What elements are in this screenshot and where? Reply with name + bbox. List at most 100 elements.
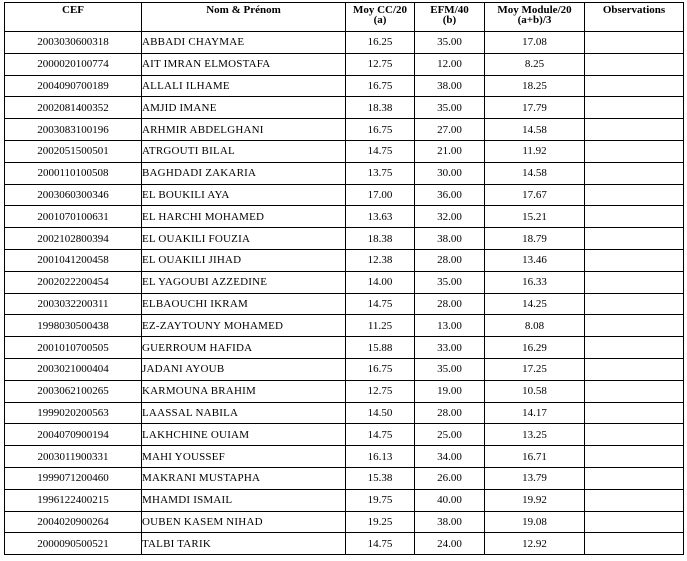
table-header: CEF Nom & Prénom Moy CC/20 (a) EFM/40 (b) … bbox=[4, 2, 684, 32]
cell-observations bbox=[584, 139, 684, 163]
cell-moy-module: 16.71 bbox=[484, 445, 585, 468]
cell-moy-cc: 13.63 bbox=[345, 205, 415, 229]
cell-efm: 30.00 bbox=[414, 161, 485, 185]
cell-observations bbox=[584, 292, 684, 316]
cell-cef: 2004020900264 bbox=[4, 510, 142, 534]
cell-moy-module: 17.25 bbox=[484, 357, 585, 381]
cell-efm: 35.00 bbox=[414, 96, 485, 120]
cell-name: ATRGOUTI BILAL bbox=[141, 139, 346, 163]
cell-cef: 2004070900194 bbox=[4, 423, 142, 447]
cell-moy-module: 14.58 bbox=[484, 161, 585, 185]
cell-observations bbox=[584, 183, 684, 207]
cell-name: EL HARCHI MOHAMED bbox=[141, 205, 346, 229]
table-row: 2003083100196 ARHMIR ABDELGHANI 16.75 27.00… bbox=[4, 118, 684, 141]
header-cc: Moy CC/20 (a) bbox=[345, 2, 415, 32]
cell-observations bbox=[584, 270, 684, 294]
table-row: 2003011900331 MAHI YOUSSEF 16.13 34.00 16.71 bbox=[4, 445, 684, 468]
cell-cef: 1998030500438 bbox=[4, 314, 142, 338]
cell-name: EL BOUKILI AYA bbox=[141, 183, 346, 207]
cell-name: ARHMIR ABDELGHANI bbox=[141, 118, 346, 141]
cell-moy-cc: 14.75 bbox=[345, 532, 415, 556]
table-row: 2001041200458 EL OUAKILI JIHAD 12.38 28.00 1… bbox=[4, 248, 684, 272]
cell-moy-cc: 12.75 bbox=[345, 52, 415, 76]
cell-cef: 1999020200563 bbox=[4, 401, 142, 425]
cell-observations bbox=[584, 423, 684, 447]
cell-name: ELBAOUCHI IKRAM bbox=[141, 292, 346, 316]
cell-efm: 36.00 bbox=[414, 183, 485, 207]
cell-efm: 33.00 bbox=[414, 336, 485, 359]
cell-efm: 19.00 bbox=[414, 379, 485, 403]
cell-moy-module: 17.08 bbox=[484, 31, 585, 54]
cell-efm: 21.00 bbox=[414, 139, 485, 163]
cell-cef: 2001010700505 bbox=[4, 336, 142, 359]
cell-efm: 28.00 bbox=[414, 401, 485, 425]
cell-moy-cc: 18.38 bbox=[345, 96, 415, 120]
cell-cef: 1996122400215 bbox=[4, 488, 142, 512]
cell-observations bbox=[584, 248, 684, 272]
table-row: 2003032200311 ELBAOUCHI IKRAM 14.75 28.00 14… bbox=[4, 292, 684, 316]
table-row: 2004090700189 ALLALI ILHAME 16.75 38.00 18.2… bbox=[4, 74, 684, 98]
table-row: 2003030600318 ABBADI CHAYMAE 16.25 35.00 17.… bbox=[4, 31, 684, 54]
cell-efm: 35.00 bbox=[414, 31, 485, 54]
cell-moy-cc: 16.13 bbox=[345, 445, 415, 468]
cell-cef: 2003032200311 bbox=[4, 292, 142, 316]
table-row: 2000110100508 BAGHDADI ZAKARIA 13.75 30.00 1… bbox=[4, 161, 684, 185]
cell-name: EL OUAKILI JIHAD bbox=[141, 248, 346, 272]
cell-name: MAKRANI MUSTAPHA bbox=[141, 466, 346, 490]
cell-observations bbox=[584, 205, 684, 229]
cell-cef: 2001041200458 bbox=[4, 248, 142, 272]
cell-cef: 2004090700189 bbox=[4, 74, 142, 98]
table-body: 2003030600318 ABBADI CHAYMAE 16.25 35.00 17.… bbox=[4, 31, 684, 556]
table-row: 2004020900264 OUBEN KASEM NIHAD 19.25 38.00… bbox=[4, 510, 684, 534]
cell-moy-module: 8.08 bbox=[484, 314, 585, 338]
grades-table: CEF Nom & Prénom Moy CC/20 (a) EFM/40 (b) … bbox=[4, 2, 684, 556]
header-module: Moy Module/20 (a+b)/3 bbox=[484, 2, 585, 32]
cell-name: AMJID IMANE bbox=[141, 96, 346, 120]
cell-moy-module: 17.67 bbox=[484, 183, 585, 207]
cell-moy-cc: 19.75 bbox=[345, 488, 415, 512]
cell-cef: 2003062100265 bbox=[4, 379, 142, 403]
cell-observations bbox=[584, 532, 684, 556]
cell-moy-cc: 18.38 bbox=[345, 227, 415, 250]
cell-cef: 2002081400352 bbox=[4, 96, 142, 120]
cell-moy-cc: 12.38 bbox=[345, 248, 415, 272]
table-row: 2003062100265 KARMOUNA BRAHIM 12.75 19.00 10… bbox=[4, 379, 684, 403]
cell-moy-cc: 11.25 bbox=[345, 314, 415, 338]
table-row: 2000090500521 TALBI TARIK 14.75 24.00 12.92 bbox=[4, 532, 684, 556]
cell-moy-module: 16.33 bbox=[484, 270, 585, 294]
table-row: 2001070100631 EL HARCHI MOHAMED 13.63 32.00… bbox=[4, 205, 684, 229]
table-row: 2004070900194 LAKHCHINE OUIAM 14.75 25.00 13… bbox=[4, 423, 684, 447]
table-row: 2002022200454 EL YAGOUBI AZZEDINE 14.00 35.… bbox=[4, 270, 684, 294]
cell-moy-cc: 16.75 bbox=[345, 74, 415, 98]
cell-name: KARMOUNA BRAHIM bbox=[141, 379, 346, 403]
cell-name: AIT IMRAN ELMOSTAFA bbox=[141, 52, 346, 76]
cell-cef: 2000110100508 bbox=[4, 161, 142, 185]
cell-cef: 2003060300346 bbox=[4, 183, 142, 207]
cell-moy-cc: 14.00 bbox=[345, 270, 415, 294]
cell-cef: 2003030600318 bbox=[4, 31, 142, 54]
table-row: 2000020100774 AIT IMRAN ELMOSTAFA 12.75 12.… bbox=[4, 52, 684, 76]
cell-name: EL YAGOUBI AZZEDINE bbox=[141, 270, 346, 294]
cell-moy-module: 14.58 bbox=[484, 118, 585, 141]
cell-moy-module: 13.79 bbox=[484, 466, 585, 490]
cell-moy-cc: 14.75 bbox=[345, 423, 415, 447]
cell-efm: 38.00 bbox=[414, 74, 485, 98]
cell-name: LAKHCHINE OUIAM bbox=[141, 423, 346, 447]
table-row: 2001010700505 GUERROUM HAFIDA 15.88 33.00 16… bbox=[4, 336, 684, 359]
table-row: 1996122400215 MHAMDI ISMAIL 19.75 40.00 19.9… bbox=[4, 488, 684, 512]
cell-moy-cc: 12.75 bbox=[345, 379, 415, 403]
cell-efm: 28.00 bbox=[414, 292, 485, 316]
cell-efm: 24.00 bbox=[414, 532, 485, 556]
cell-observations bbox=[584, 227, 684, 250]
cell-efm: 35.00 bbox=[414, 270, 485, 294]
cell-efm: 40.00 bbox=[414, 488, 485, 512]
cell-moy-module: 13.25 bbox=[484, 423, 585, 447]
cell-cef: 2002102800394 bbox=[4, 227, 142, 250]
cell-cef: 2002051500501 bbox=[4, 139, 142, 163]
cell-moy-cc: 15.38 bbox=[345, 466, 415, 490]
cell-efm: 34.00 bbox=[414, 445, 485, 468]
cell-name: LAASSAL NABILA bbox=[141, 401, 346, 425]
table-row: 2002051500501 ATRGOUTI BILAL 14.75 21.00 11.… bbox=[4, 139, 684, 163]
cell-observations bbox=[584, 336, 684, 359]
cell-moy-module: 18.79 bbox=[484, 227, 585, 250]
